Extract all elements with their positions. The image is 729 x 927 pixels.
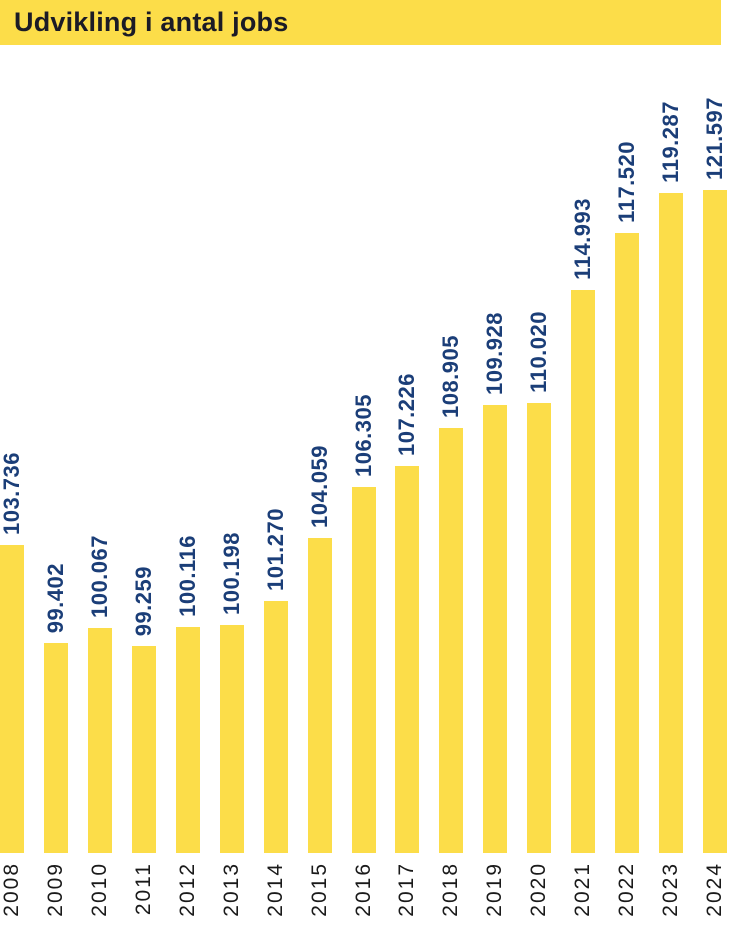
value-label-2015: 104.059 [306, 444, 332, 528]
year-label-2019: 2019 [483, 862, 507, 917]
year-label-2012: 2012 [175, 862, 199, 917]
value-label-2017: 107.226 [394, 372, 420, 456]
year-label-2013: 2013 [219, 862, 243, 917]
bar-2021 [571, 290, 596, 853]
value-label-2019: 109.928 [482, 311, 508, 395]
bar-column-2018: 108.905 [438, 334, 464, 853]
value-label-2023: 119.287 [658, 101, 684, 183]
value-label-2016: 106.305 [350, 393, 376, 477]
value-label-2012: 100.116 [174, 535, 200, 617]
year-label-2011: 2011 [131, 862, 155, 916]
bar-2022 [615, 233, 640, 853]
year-label-2020: 2020 [527, 862, 551, 917]
plot-area: 103.736 99.402 100.067 99.259 100.116 100.198… [0, 45, 727, 853]
bar-2024 [703, 190, 727, 853]
year-label-2023: 2023 [659, 862, 683, 917]
bar-2023 [659, 193, 684, 853]
bar-column-2015: 104.059 [306, 444, 332, 853]
bar-2011 [131, 646, 156, 853]
bar-2012 [175, 627, 200, 853]
bar-2016 [351, 487, 376, 853]
chart-header: Udvikling i antal jobs [0, 0, 721, 45]
bar-2013 [219, 625, 244, 853]
bar-2015 [307, 538, 332, 853]
bar-2010 [87, 628, 112, 853]
bar-2017 [395, 466, 420, 853]
year-label-2024: 2024 [703, 862, 726, 917]
year-label-2014: 2014 [263, 862, 287, 917]
year-label-2017: 2017 [395, 862, 419, 917]
bar-2020 [527, 403, 552, 853]
year-label-2021: 2021 [571, 862, 595, 917]
year-label-2015: 2015 [307, 862, 331, 917]
bar-column-2021: 114.993 [570, 198, 596, 853]
bar-2008 [0, 545, 24, 853]
bar-column-2024: 121.597 [702, 96, 727, 853]
bar-column-2010: 100.067 [86, 534, 112, 853]
bar-column-2019: 109.928 [482, 311, 508, 853]
value-label-2013: 100.198 [218, 531, 244, 615]
bar-2014 [263, 601, 288, 853]
value-label-2022: 117.520 [614, 141, 640, 223]
year-label-2009: 2009 [43, 862, 67, 917]
year-label-2016: 2016 [351, 862, 375, 917]
x-axis-labels: 2008 2009 2010 2011 2012 2013 2014 2015 2016 2017… [0, 853, 727, 927]
year-label-2008: 2008 [0, 862, 23, 917]
value-label-2020: 110.020 [526, 311, 552, 393]
value-label-2008: 103.736 [0, 451, 24, 535]
bar-column-2016: 106.305 [350, 393, 376, 853]
year-label-2022: 2022 [615, 862, 639, 917]
value-label-2018: 108.905 [438, 334, 464, 418]
bar-column-2009: 99.402 [42, 562, 68, 853]
bar-column-2017: 107.226 [394, 372, 420, 853]
year-label-2010: 2010 [87, 862, 111, 917]
bar-column-2013: 100.198 [218, 531, 244, 853]
value-label-2024: 121.597 [702, 96, 727, 180]
value-label-2014: 101.270 [262, 507, 288, 591]
bar-column-2020: 110.020 [526, 311, 552, 853]
bar-column-2012: 100.116 [174, 535, 200, 853]
bar-2019 [483, 405, 508, 853]
bar-column-2011: 99.259 [130, 565, 156, 853]
bar-column-2008: 103.736 [0, 452, 24, 853]
bar-column-2014: 101.270 [262, 507, 288, 853]
bar-column-2023: 119.287 [658, 101, 684, 853]
value-label-2011: 99.259 [130, 565, 156, 636]
chart-title: Udvikling i antal jobs [14, 7, 289, 37]
bar-column-2022: 117.520 [614, 141, 640, 853]
value-label-2021: 114.993 [570, 198, 596, 280]
value-label-2010: 100.067 [86, 534, 112, 618]
year-label-2018: 2018 [439, 862, 463, 917]
bar-chart: 103.736 99.402 100.067 99.259 100.116 100.198… [0, 45, 727, 927]
value-label-2009: 99.402 [42, 562, 68, 633]
bar-2009 [43, 643, 68, 853]
bar-2018 [439, 428, 464, 853]
